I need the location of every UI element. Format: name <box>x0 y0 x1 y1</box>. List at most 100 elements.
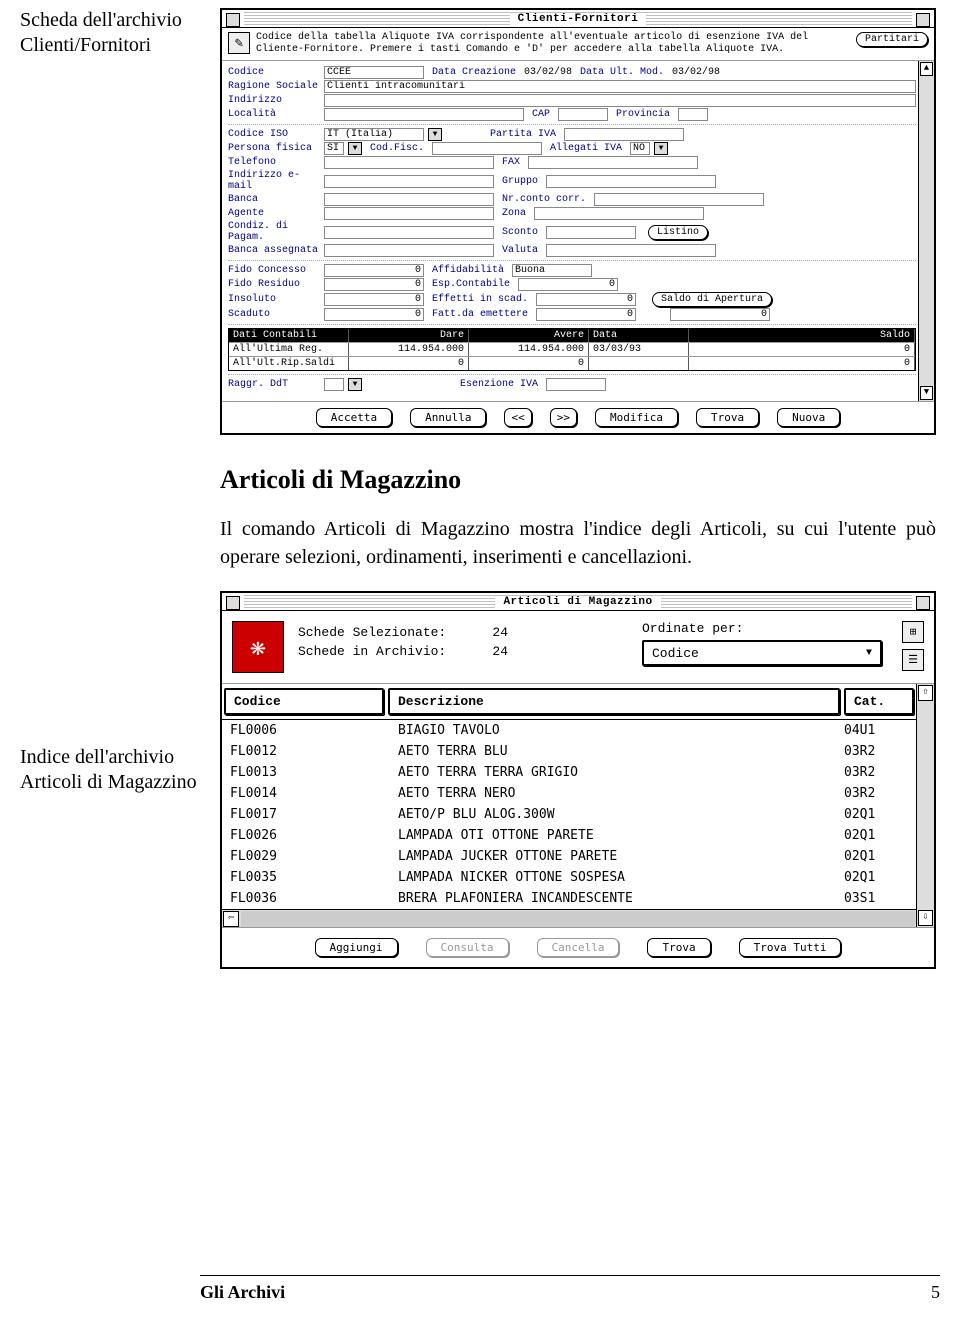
cap-field[interactable] <box>558 108 608 121</box>
dati-contabili-table: Dati ContabiliDareAvereDataSaldo All'Ult… <box>228 328 916 371</box>
sconto-label: Sconto <box>498 227 542 238</box>
affidabilita-field[interactable]: Buona <box>512 264 592 277</box>
consulta-button[interactable]: Consulta <box>426 938 509 957</box>
trova-button[interactable]: Trova <box>647 938 710 957</box>
next-button[interactable]: >> <box>550 408 577 427</box>
col-dare: Dare <box>349 329 469 342</box>
schede-selezionate-value: 24 <box>478 625 508 640</box>
fido-concesso-field[interactable]: 0 <box>324 264 424 277</box>
condiz-pagam-field[interactable] <box>324 226 494 239</box>
ordinate-per-label: Ordinate per: <box>642 621 882 636</box>
hint-text: Codice della tabella Aliquote IVA corris… <box>256 32 850 56</box>
section-heading: Articoli di Magazzino <box>220 465 936 495</box>
table-row[interactable]: FL0036BRERA PLAFONIERA INCANDESCENTE03S1 <box>222 888 916 909</box>
localita-label: Località <box>228 109 320 120</box>
partita-iva-label: Partita IVA <box>486 129 560 140</box>
nr-conto-field[interactable] <box>594 193 764 206</box>
data-creazione-label: Data Creazione <box>428 67 520 78</box>
fax-label: FAX <box>498 157 524 168</box>
table-row[interactable]: FL0026LAMPADA OTI OTTONE PARETE02Q1 <box>222 825 916 846</box>
table-row[interactable]: FL0017AETO/P BLU ALOG.300W02Q1 <box>222 804 916 825</box>
view-icon[interactable]: ⊞ <box>902 621 924 643</box>
codice-field[interactable]: CCEE <box>324 66 424 79</box>
logo-icon: ❋ <box>232 621 284 673</box>
sidebar-caption-2: Indice dell'archivio Articoli di Magazzi… <box>20 745 200 795</box>
accetta-button[interactable]: Accetta <box>316 408 392 427</box>
email-field[interactable] <box>324 175 494 188</box>
window-titlebar[interactable]: Articoli di Magazzino <box>222 593 934 611</box>
col-data: Data <box>589 329 689 342</box>
hint-icon: ✎ <box>228 32 250 54</box>
zona-field[interactable] <box>534 207 704 220</box>
insoluto-field: 0 <box>324 293 424 306</box>
table-row[interactable]: FL0013AETO TERRA TERRA GRIGIO03R2 <box>222 762 916 783</box>
aggiungi-button[interactable]: Aggiungi <box>315 938 398 957</box>
persona-fisica-label: Persona fisica <box>228 143 320 154</box>
col-descrizione[interactable]: Descrizione <box>388 688 840 715</box>
col-saldo: Saldo <box>689 329 915 342</box>
table-row[interactable]: FL0035LAMPADA NICKER OTTONE SOSPESA02Q1 <box>222 867 916 888</box>
listino-button[interactable]: Listino <box>648 225 708 240</box>
col-cat[interactable]: Cat. <box>844 688 914 715</box>
data-creazione-value: 03/02/98 <box>524 67 572 78</box>
banca-field[interactable] <box>324 193 494 206</box>
fatt-emettere-label: Fatt.da emettere <box>428 309 532 320</box>
modifica-button[interactable]: Modifica <box>595 408 678 427</box>
table-row[interactable]: FL0006BIAGIO TAVOLO04U1 <box>222 720 916 741</box>
table-row[interactable]: FL0012AETO TERRA BLU03R2 <box>222 741 916 762</box>
persona-fisica-field[interactable]: SI <box>324 142 344 155</box>
dropdown-icon[interactable]: ▼ <box>428 128 442 141</box>
telefono-field[interactable] <box>324 156 494 169</box>
indirizzo-field[interactable] <box>324 94 916 107</box>
partitari-button[interactable]: Partitari <box>856 32 928 47</box>
localita-field[interactable] <box>324 108 524 121</box>
sconto-field[interactable] <box>546 226 636 239</box>
fax-field[interactable] <box>528 156 698 169</box>
partita-iva-field[interactable] <box>564 128 684 141</box>
dropdown-icon[interactable]: ▼ <box>348 378 362 391</box>
dropdown-icon[interactable]: ▼ <box>654 142 668 155</box>
dropdown-icon[interactable]: ▼ <box>348 142 362 155</box>
scaduto-label: Scaduto <box>228 309 320 320</box>
insoluto-label: Insoluto <box>228 294 320 305</box>
codice-iso-label: Codice ISO <box>228 129 320 140</box>
vertical-scrollbar[interactable]: ▲▼ <box>918 61 934 401</box>
col-codice[interactable]: Codice <box>224 688 384 715</box>
agente-field[interactable] <box>324 207 494 220</box>
vertical-scrollbar[interactable]: ⇧⇩ <box>916 684 934 927</box>
allegati-iva-field[interactable]: NO <box>630 142 650 155</box>
table-row: All'Ultima Reg.114.954.000114.954.00003/… <box>229 342 915 356</box>
nuova-button[interactable]: Nuova <box>777 408 840 427</box>
horizontal-scrollbar[interactable]: ⇦⇨ <box>222 909 934 927</box>
window-title-text: Articoli di Magazzino <box>495 596 660 608</box>
nr-conto-label: Nr.conto corr. <box>498 194 590 205</box>
affidabilita-label: Affidabilità <box>428 265 508 276</box>
trova-button[interactable]: Trova <box>696 408 759 427</box>
saldo-apertura-button[interactable]: Saldo di Apertura <box>652 292 772 307</box>
ordinate-per-dropdown[interactable]: Codice▼ <box>642 640 882 666</box>
trova-tutti-button[interactable]: Trova Tutti <box>739 938 842 957</box>
telefono-label: Telefono <box>228 157 320 168</box>
cancella-button[interactable]: Cancella <box>537 938 620 957</box>
view-icon[interactable]: ☰ <box>902 649 924 671</box>
table-row[interactable]: FL0014AETO TERRA NERO03R2 <box>222 783 916 804</box>
footer-title: Gli Archivi <box>200 1282 285 1303</box>
annulla-button[interactable]: Annulla <box>410 408 486 427</box>
provincia-field[interactable] <box>678 108 708 121</box>
codice-iso-field[interactable]: IT (Italia) <box>324 128 424 141</box>
gruppo-field[interactable] <box>546 175 716 188</box>
clienti-fornitori-window: Clienti-Fornitori ✎ Codice della tabella… <box>220 8 936 435</box>
ragione-sociale-label: Ragione Sociale <box>228 81 320 92</box>
banca-label: Banca <box>228 194 320 205</box>
ragione-sociale-field[interactable]: Clienti intracomunitari <box>324 80 916 93</box>
fido-concesso-label: Fido Concesso <box>228 265 320 276</box>
table-row[interactable]: FL0029LAMPADA JUCKER OTTONE PARETE02Q1 <box>222 846 916 867</box>
agente-label: Agente <box>228 208 320 219</box>
banca-assegnata-field[interactable] <box>324 244 494 257</box>
prev-button[interactable]: << <box>504 408 531 427</box>
window-titlebar[interactable]: Clienti-Fornitori <box>222 10 934 28</box>
raggr-ddt-field[interactable] <box>324 378 344 391</box>
valuta-field[interactable] <box>546 244 716 257</box>
cod-fisc-field[interactable] <box>432 142 542 155</box>
esenzione-iva-field[interactable] <box>546 378 606 391</box>
